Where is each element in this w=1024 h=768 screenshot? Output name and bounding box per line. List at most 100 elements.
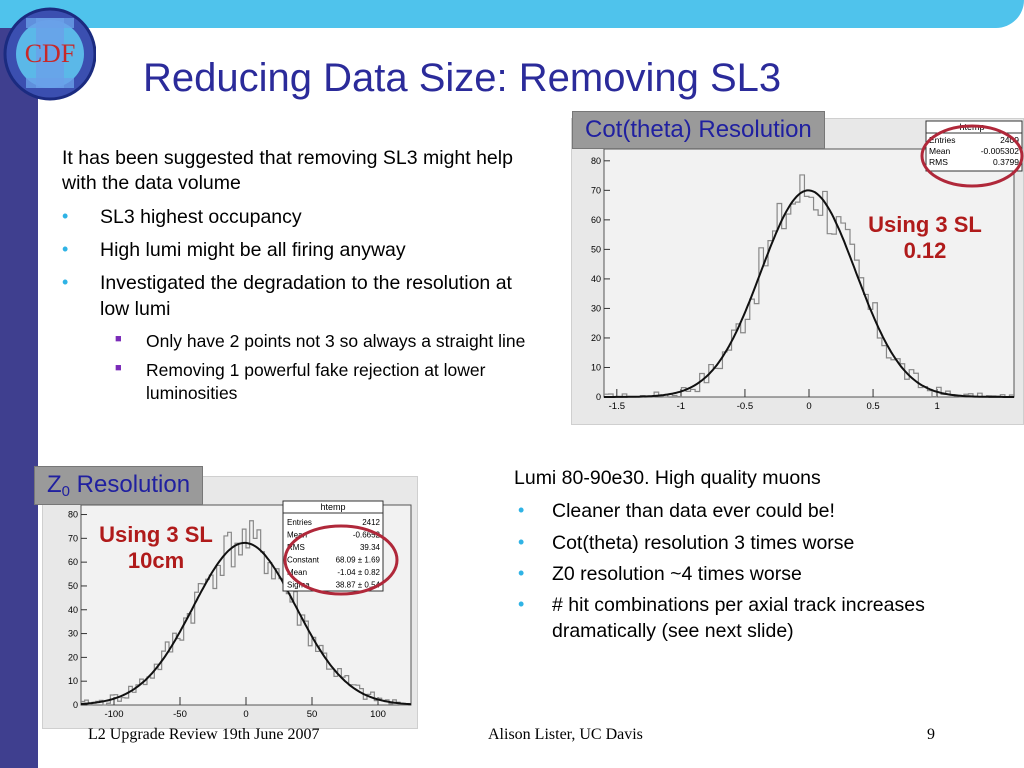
y-tick-label: 70 [68,533,78,543]
stats-box: htemp Entries 2412 Mean -0.6652 RMS 39.34 Cons… [282,500,384,592]
footer-center: Alison Lister, UC Davis [488,726,643,743]
stats-value: -0.005302 [981,146,1020,156]
stats-key: RMS [929,157,948,167]
list-item-text: Cot(theta) resolution 3 times worse [552,531,855,554]
x-tick-label: -50 [173,709,187,720]
sub-list-item: ■ Only have 2 points not 3 so always a st… [62,330,542,353]
sub-item-text: Removing 1 powerful fake rejection at lo… [146,359,486,403]
sub-item-text: Only have 2 points not 3 so always a str… [146,331,526,352]
z0-histogram-svg: 0 10 20 30 40 50 60 70 80 -100 -50 0 50 100 htemp En… [68,500,412,720]
stats-value: 38.87 ± 0.54 [336,581,381,590]
bullet-square-icon: ■ [115,361,122,374]
stats-value: 2412 [362,518,380,527]
y-tick-label: 50 [68,581,78,591]
x-tick-label: -0.5 [737,401,753,412]
footer-left: L2 Upgrade Review 19th June 2007 [88,726,320,743]
x-tick-label: 50 [307,709,318,720]
y-tick-label: 80 [68,510,78,520]
y-tick-label: 20 [591,333,601,343]
list-item-text: Z0 resolution ~4 times worse [552,563,802,586]
cot-theta-annotation: Using 3 SL 0.12 [845,212,1005,265]
y-tick-label: 30 [591,303,601,313]
list-item-text: High lumi might be all firing anyway [100,239,406,262]
top-accent-bar [0,0,1024,28]
x-tick-label: 0.5 [866,401,879,412]
bullet-dot-icon: • [518,594,525,615]
y-tick-label: 60 [591,215,601,225]
stats-value: 0.3799 [993,157,1019,167]
y-tick-label: 10 [591,362,601,372]
list-item: • Investigated the degradation to the res… [62,271,542,322]
y-tick-label: 70 [591,185,601,195]
histogram-steps [81,520,411,706]
y-tick-label: 0 [596,392,601,402]
bullet-dot-icon: • [62,272,69,293]
stats-value: 2409 [1000,135,1019,145]
x-tick-label: 1 [934,401,939,412]
annotation-line: Using 3 SL [868,212,982,237]
y-tick-label: 30 [68,629,78,639]
cdf-logo-text: CDF [25,39,76,68]
x-tick-label: 0 [243,709,248,720]
x-tick-label: 100 [370,709,386,720]
annotation-line: Using 3 SL [99,522,213,547]
bullet-square-icon: ■ [115,333,122,346]
z0-histogram: 0 10 20 30 40 50 60 70 80 -100 -50 0 50 100 htemp En… [42,476,418,729]
list-item-text: Investigated the degradation to the reso… [100,272,512,320]
y-tick-label: 40 [68,605,78,615]
annotation-value: 0.12 [903,238,947,264]
stats-key: Entries [929,135,955,145]
y-tick-label: 50 [591,244,601,254]
sub-list-item: ■ Removing 1 powerful fake rejection at l… [62,359,542,405]
stats-key: RMS [287,543,305,552]
left-bullet-list: It has been suggested that removing SL3 … [62,146,542,410]
right-bullet-list: Lumi 80-90e30. High quality muons • Clean… [514,466,1014,650]
list-item: It has been suggested that removing SL3 … [62,146,542,197]
x-tick-label: -1 [677,401,685,412]
gaussian-fit-curve [604,189,1014,398]
lead-text: It has been suggested that removing SL3 … [62,147,513,195]
stats-value: -0.6652 [353,531,381,540]
histogram-steps [604,174,1014,398]
list-item-text: SL3 highest occupancy [100,205,302,228]
stats-value: 68.09 ± 1.69 [336,556,381,565]
x-tick-label: 0 [806,401,811,412]
list-item: • High lumi might be all firing anyway [62,238,542,263]
x-tick-label: -100 [104,709,123,720]
list-item: • # hit combinations per axial track incr… [514,593,1014,644]
list-item: • Z0 resolution ~4 times worse [514,562,1014,587]
stats-value: 39.34 [360,543,381,552]
bullet-dot-icon: • [62,205,69,226]
stats-key: Mean [287,568,307,577]
right-lead-text: Lumi 80-90e30. High quality muons [514,467,821,489]
left-accent-bar [0,0,38,768]
annotation-value: 10cm [127,548,185,574]
z0-annotation: Using 3 SL 10cm [76,522,236,575]
plot-frame [603,148,1015,398]
bullet-dot-icon: • [62,239,69,260]
stats-key: Mean [287,531,307,540]
list-item-text: Cleaner than data ever could be! [552,500,835,523]
cot-theta-label: Cot(theta) Resolution [572,111,825,149]
y-tick-label: 20 [68,652,78,662]
list-item: • Cot(theta) resolution 3 times worse [514,531,1014,556]
y-tick-label: 80 [591,156,601,166]
stats-value: -1.04 ± 0.82 [337,568,380,577]
bullet-dot-icon: • [518,563,525,584]
y-tick-label: 40 [591,274,601,284]
cot-theta-histogram-svg: 0 10 20 30 40 50 60 70 80 -1.5 -1 -0.5 0 0.5 1 htemp … [591,120,1024,412]
stats-title: htemp [320,502,345,512]
list-item-text: # hit combinations per axial track incre… [552,594,925,642]
stats-key: Constant [287,556,320,565]
list-item: • SL3 highest occupancy [62,205,542,230]
y-tick-label: 60 [68,557,78,567]
highlight-ellipse [920,124,1024,188]
stats-key: Mean [929,146,951,156]
z0-label-rest: Resolution [70,471,191,498]
y-tick-label: 10 [68,676,78,686]
bullet-dot-icon: • [518,500,525,521]
z0-label: Z0 Resolution [34,466,204,505]
gaussian-fit-curve [80,541,412,706]
y-tick-label: 0 [73,700,78,710]
cdf-logo: CDF [3,7,96,101]
